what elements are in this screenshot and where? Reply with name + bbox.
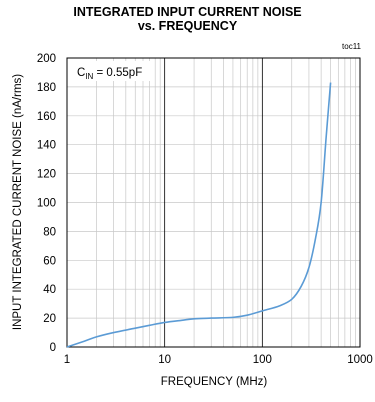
y-tick-label: 140	[37, 140, 56, 152]
capacitance-annotation: CIN = 0.55pF	[77, 67, 142, 81]
series-line	[66, 82, 332, 348]
chart-title: INTEGRATED INPUT CURRENT NOISE	[73, 5, 302, 19]
tick-labels: 1 10 100 1000 0 20 40 60 80 100 120 140 160 180 200	[37, 53, 373, 366]
data-series	[66, 82, 332, 348]
plot-frame	[66, 57, 361, 348]
x-tick-label: 100	[253, 354, 272, 366]
minor-grid	[67, 57, 360, 348]
y-tick-label: 40	[43, 284, 56, 296]
y-tick-label: 60	[43, 255, 56, 267]
y-tick-label: 180	[37, 82, 56, 94]
y-tick-label: 120	[37, 169, 56, 181]
x-tick-label: 1000	[347, 354, 373, 366]
y-tick-label: 100	[37, 198, 56, 210]
y-tick-label: 0	[50, 342, 56, 354]
y-axis-label: INPUT INTEGRATED CURRENT NOISE (nA/rms)	[12, 74, 24, 330]
annotation-main: C	[77, 67, 85, 79]
annotation-subscript: IN	[85, 72, 93, 81]
annotation-box	[68, 61, 150, 81]
figure-tag: toc11	[342, 42, 362, 51]
x-tick-label: 1	[64, 354, 70, 366]
x-axis-label: FREQUENCY (MHz)	[161, 376, 268, 388]
x-tick-label: 10	[158, 354, 171, 366]
y-tick-label: 160	[37, 111, 56, 123]
y-tick-label: 80	[43, 226, 56, 238]
annotation-rest: = 0.55pF	[93, 67, 142, 79]
y-tick-label: 20	[43, 313, 56, 325]
chart-subtitle: vs. FREQUENCY	[137, 19, 238, 33]
y-tick-label: 200	[37, 53, 56, 65]
